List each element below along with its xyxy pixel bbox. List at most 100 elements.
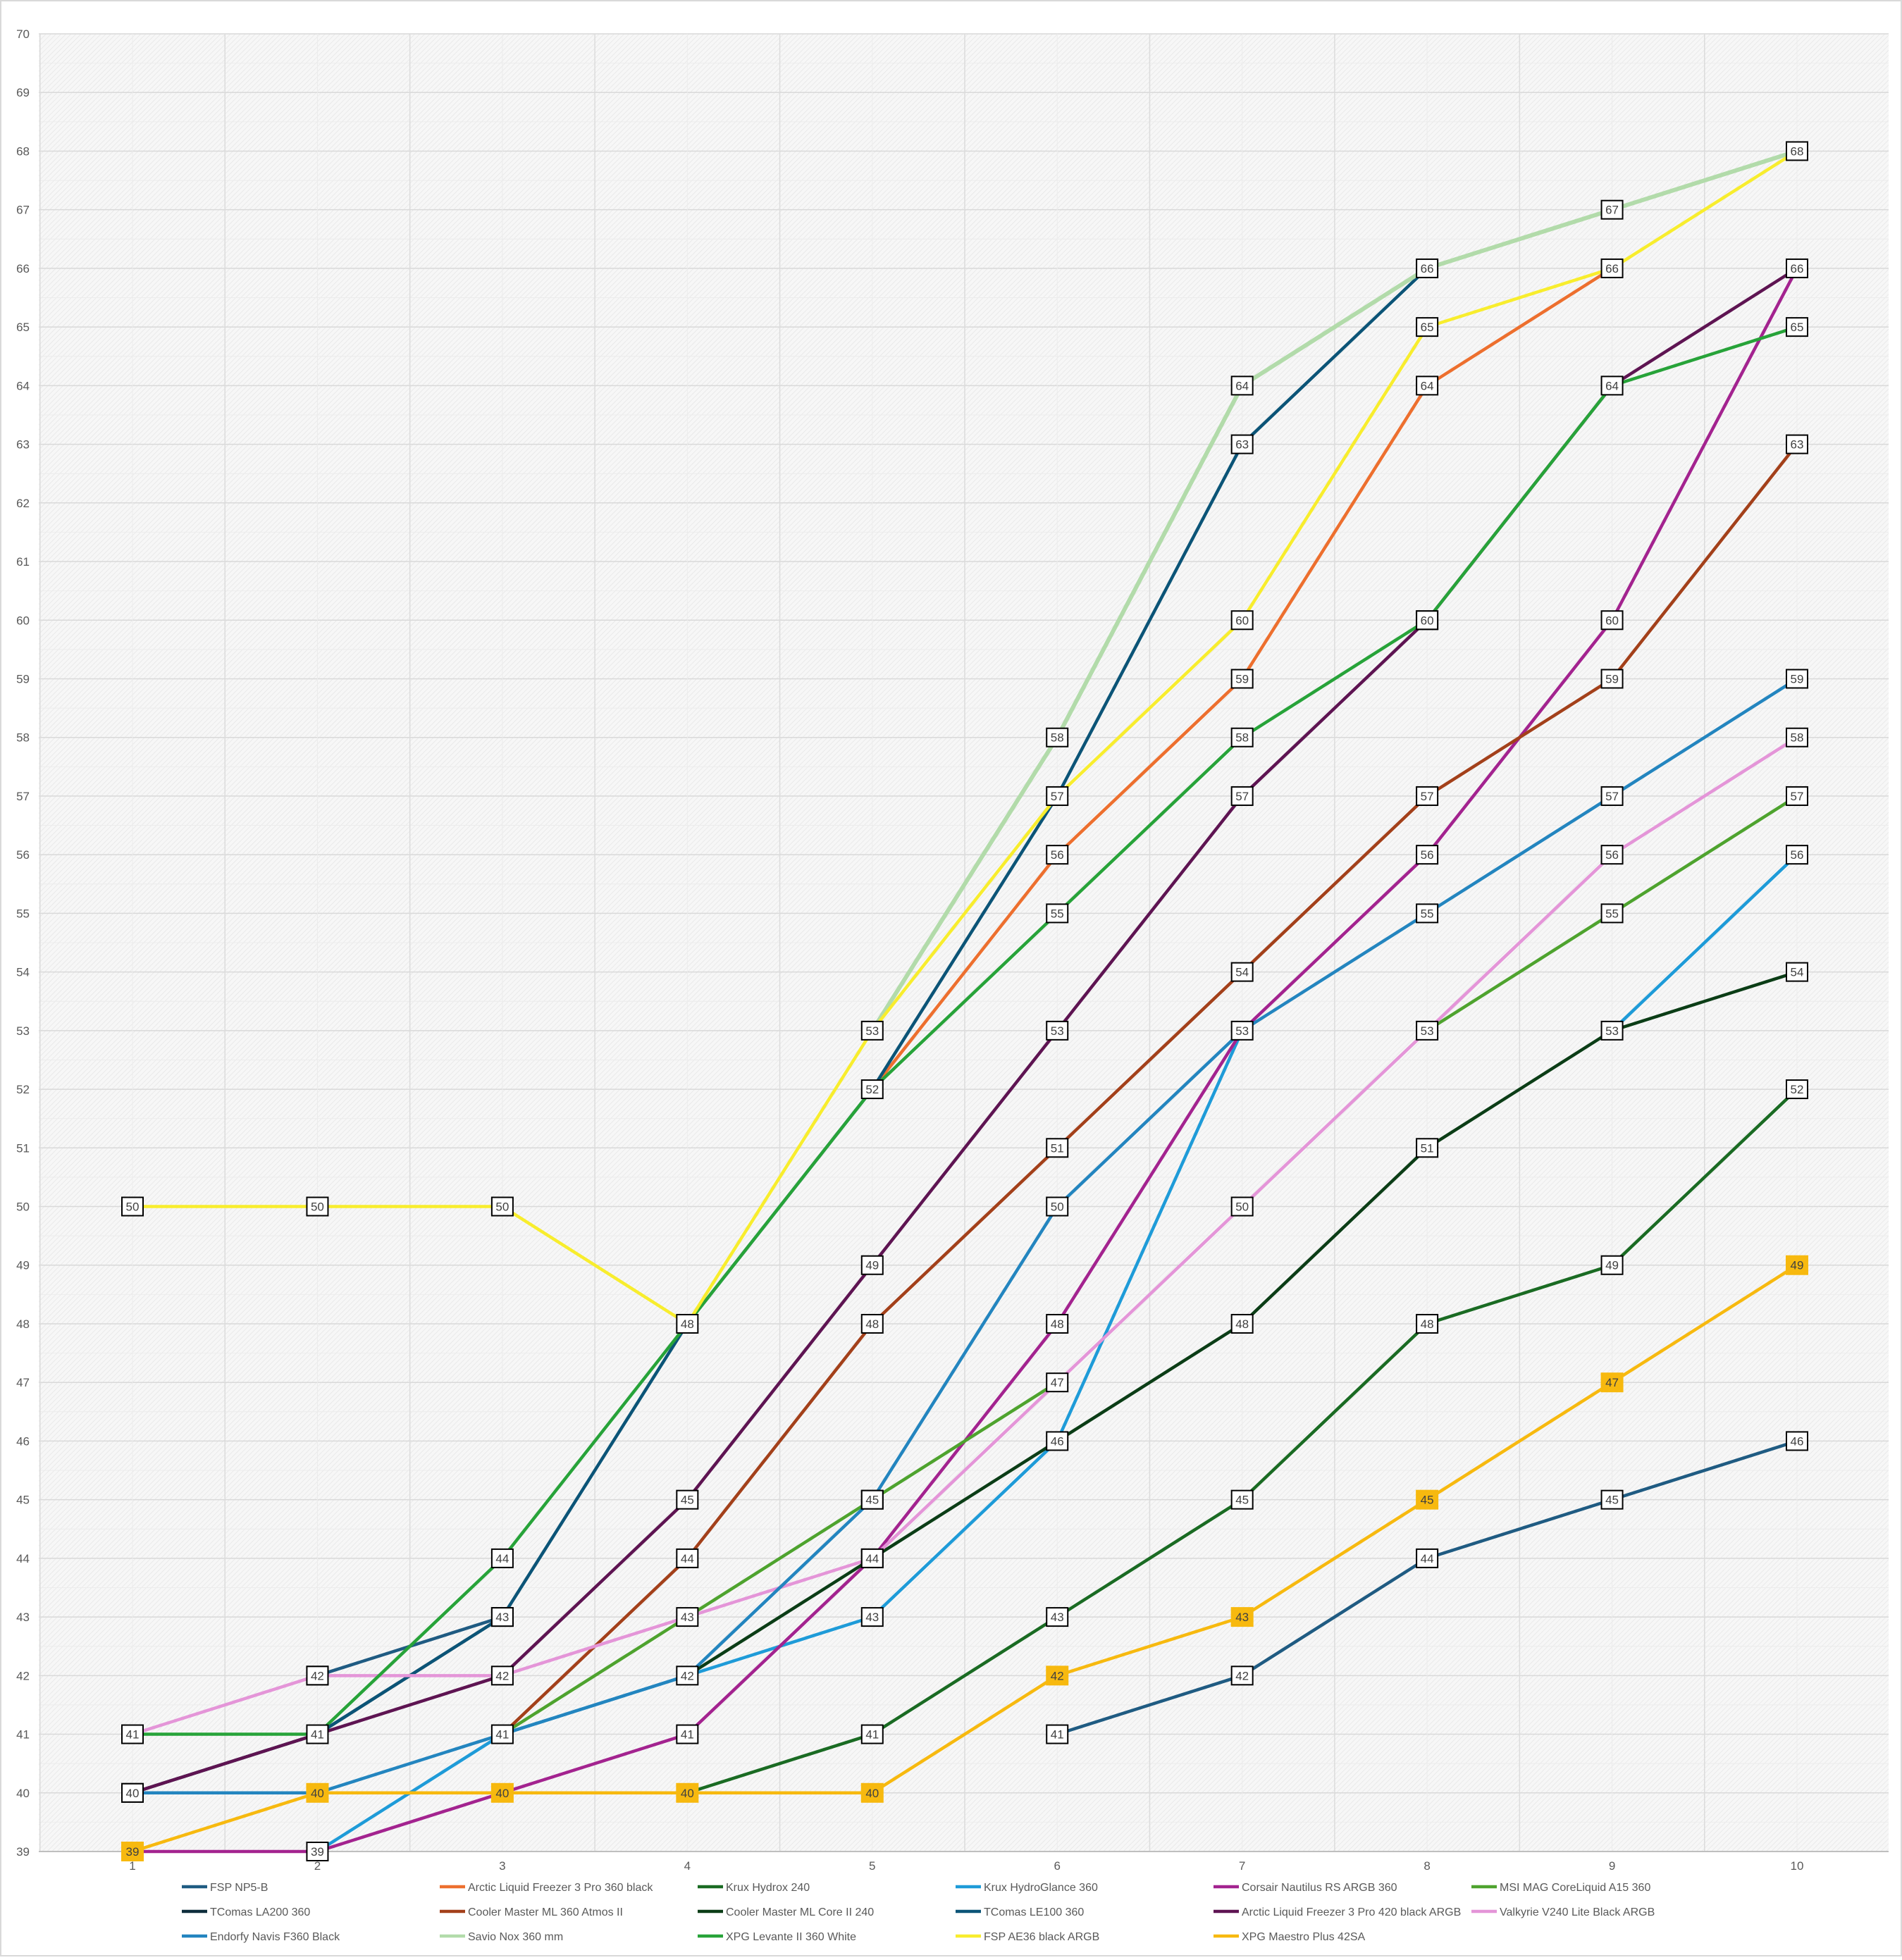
legend-item: Arctic Liquid Freezer 3 Pro 360 black: [440, 1882, 653, 1894]
legend-item: Savio Nox 360 mm: [440, 1931, 563, 1943]
data-label: 40: [676, 1782, 699, 1803]
data-label-text: 57: [1235, 790, 1249, 803]
data-label: 39: [121, 1842, 144, 1861]
legend-item: FSP AE36 black ARGB: [956, 1931, 1099, 1943]
data-label-text: 52: [865, 1083, 879, 1096]
data-label-text: 42: [495, 1669, 509, 1682]
data-label-box: [306, 1666, 329, 1686]
data-label: 54: [1230, 962, 1254, 982]
legend-label: FSP NP5-B: [210, 1882, 268, 1894]
data-label: 46: [1786, 1431, 1808, 1451]
data-label: 64: [1600, 376, 1624, 396]
data-label-box: [1046, 1666, 1069, 1686]
data-label: 59: [1600, 669, 1624, 689]
data-label-text: 44: [681, 1552, 694, 1565]
data-label: 49: [1786, 1255, 1808, 1275]
data-label-box: [676, 1607, 699, 1627]
data-label-box: [490, 1666, 514, 1686]
data-label-box: [860, 1724, 884, 1744]
data-label: 60: [1230, 610, 1254, 631]
data-label-box: [1230, 376, 1254, 396]
data-label-box: [121, 1842, 144, 1861]
data-label: 41: [121, 1724, 144, 1744]
data-label-text: 53: [1051, 1024, 1064, 1038]
data-label-text: 46: [1791, 1434, 1804, 1448]
data-label: 42: [1230, 1666, 1254, 1686]
legend-item: Endorfy Navis F360 Black: [182, 1931, 340, 1943]
data-label-box: [121, 1196, 144, 1217]
data-label-box: [1046, 727, 1069, 748]
y-tick-label: 57: [16, 790, 30, 803]
y-tick-label: 65: [16, 321, 30, 334]
data-label-text: 40: [865, 1787, 879, 1800]
data-label-text: 65: [1421, 321, 1434, 334]
data-label: 65: [1786, 317, 1808, 337]
data-label: 46: [1046, 1431, 1069, 1451]
data-label-text: 59: [1235, 672, 1249, 686]
data-label-text: 40: [681, 1787, 694, 1800]
data-label-box: [490, 1782, 514, 1803]
data-label-box: [1600, 786, 1624, 806]
data-label-box: [306, 1842, 329, 1861]
data-label-text: 66: [1605, 262, 1619, 275]
data-label-box: [1230, 1607, 1254, 1627]
data-label-text: 68: [1791, 144, 1804, 158]
data-label: 47: [1046, 1372, 1069, 1393]
y-tick-label: 70: [16, 27, 30, 41]
data-label-box: [1046, 1138, 1069, 1158]
data-labels: 42 43 41 42 44 45 46 56 59 64 66 41 43 45 48 49 52 43 56 39…: [121, 141, 1808, 1861]
data-label-box: [1786, 141, 1808, 161]
data-label-text: 44: [1421, 1552, 1434, 1565]
data-label-text: 63: [1235, 438, 1249, 452]
y-tick-label: 41: [16, 1728, 30, 1742]
y-tick-label: 44: [16, 1552, 30, 1565]
data-label-box: [490, 1196, 514, 1217]
y-tick-label: 68: [16, 144, 30, 158]
y-tick-label: 47: [16, 1376, 30, 1389]
y-tick-label: 52: [16, 1083, 30, 1096]
data-label-box: [1416, 1020, 1439, 1041]
data-label-text: 42: [1051, 1669, 1064, 1682]
legend-label: MSI MAG CoreLiquid A15 360: [1500, 1882, 1650, 1894]
data-label-box: [1416, 610, 1439, 631]
data-label: 40: [306, 1782, 329, 1803]
legend-item: XPG Levante II 360 White: [698, 1931, 856, 1943]
data-label-box: [1786, 669, 1808, 689]
x-tick-label: 8: [1424, 1859, 1430, 1873]
data-label-text: 42: [1235, 1669, 1249, 1682]
data-label-text: 53: [1421, 1024, 1434, 1038]
data-label: 40: [860, 1782, 884, 1803]
data-label: 40: [490, 1782, 514, 1803]
data-label-box: [1046, 1431, 1069, 1451]
data-label-text: 43: [1051, 1611, 1064, 1624]
data-label-box: [860, 1313, 884, 1334]
legend-label: XPG Levante II 360 White: [726, 1931, 856, 1943]
data-label: 42: [306, 1666, 329, 1686]
legend-label: Valkyrie V240 Lite Black ARGB: [1500, 1906, 1655, 1918]
data-label-box: [1230, 1666, 1254, 1686]
data-label-box: [1416, 903, 1439, 924]
data-label-text: 56: [1421, 848, 1434, 862]
data-label-box: [1230, 610, 1254, 631]
data-label-text: 53: [1235, 1024, 1249, 1038]
data-label: 39: [306, 1842, 329, 1861]
legend-label: Krux Hydrox 240: [726, 1882, 810, 1894]
y-tick-label: 46: [16, 1434, 30, 1448]
data-label-box: [1046, 1196, 1069, 1217]
data-label-text: 50: [1235, 1201, 1249, 1214]
data-label: 49: [860, 1255, 884, 1275]
data-label-box: [1416, 1138, 1439, 1158]
data-label-box: [1230, 786, 1254, 806]
data-label-box: [860, 1607, 884, 1627]
data-label-text: 50: [1051, 1201, 1064, 1214]
legend-label: XPG Maestro Plus 42SA: [1242, 1931, 1366, 1943]
data-label-text: 64: [1235, 379, 1249, 392]
data-label: 48: [860, 1313, 884, 1334]
legend-label: Cooler Master ML 360 Atmos II: [468, 1906, 623, 1918]
data-label-box: [490, 1724, 514, 1744]
legend-label: TComas LA200 360: [210, 1906, 310, 1918]
data-label-box: [1600, 903, 1624, 924]
data-label-box: [306, 1782, 329, 1803]
data-label: 48: [1046, 1313, 1069, 1334]
